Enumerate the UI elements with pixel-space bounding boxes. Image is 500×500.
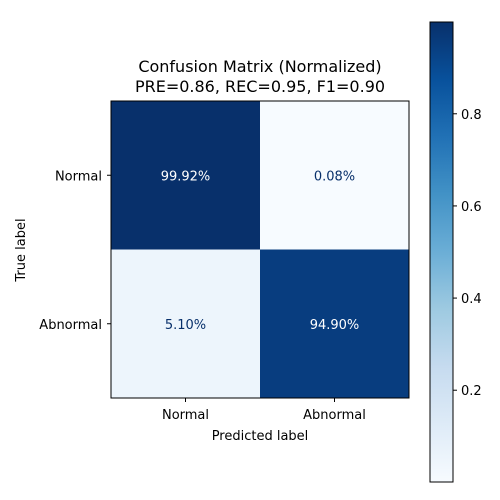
x-tick-label: Abnormal	[303, 408, 366, 423]
colorbar-tick-label: 0.2	[461, 384, 482, 399]
colorbar	[429, 21, 454, 483]
chart-subtitle: PRE=0.86, REC=0.95, F1=0.90	[135, 77, 385, 96]
cell-value-label: 94.90%	[310, 318, 360, 333]
heatmap-cell	[111, 249, 260, 398]
colorbar-tick-label: 0.4	[461, 292, 482, 307]
chart-title: Confusion Matrix (Normalized)	[138, 57, 381, 76]
heatmap-cell	[111, 101, 260, 250]
colorbar-ticks: 0.2 0.4 0.6 0.8	[453, 108, 482, 399]
colorbar-tick-label: 0.6	[461, 200, 482, 215]
y-tick-label: Normal	[55, 169, 102, 184]
x-tick-label: Normal	[162, 408, 209, 423]
cell-value-label: 99.92%	[161, 169, 211, 184]
y-axis-label: True label	[14, 218, 29, 282]
heatmap-cell	[260, 249, 409, 398]
cell-value-label: 5.10%	[165, 318, 206, 333]
plot-frame	[110, 100, 410, 399]
y-tick-label: Abnormal	[39, 318, 102, 333]
colorbar-tick-label: 0.8	[461, 108, 482, 123]
x-axis-ticks: Normal Abnormal	[162, 398, 366, 423]
heatmap-cell-labels: 99.92% 0.08% 5.10% 94.90%	[161, 169, 360, 333]
y-axis-ticks: Normal Abnormal	[39, 169, 111, 333]
x-axis-label: Predicted label	[212, 429, 309, 444]
heatmap-cell	[260, 101, 409, 250]
cell-value-label: 0.08%	[314, 169, 355, 184]
heatmap-cells	[111, 101, 409, 398]
